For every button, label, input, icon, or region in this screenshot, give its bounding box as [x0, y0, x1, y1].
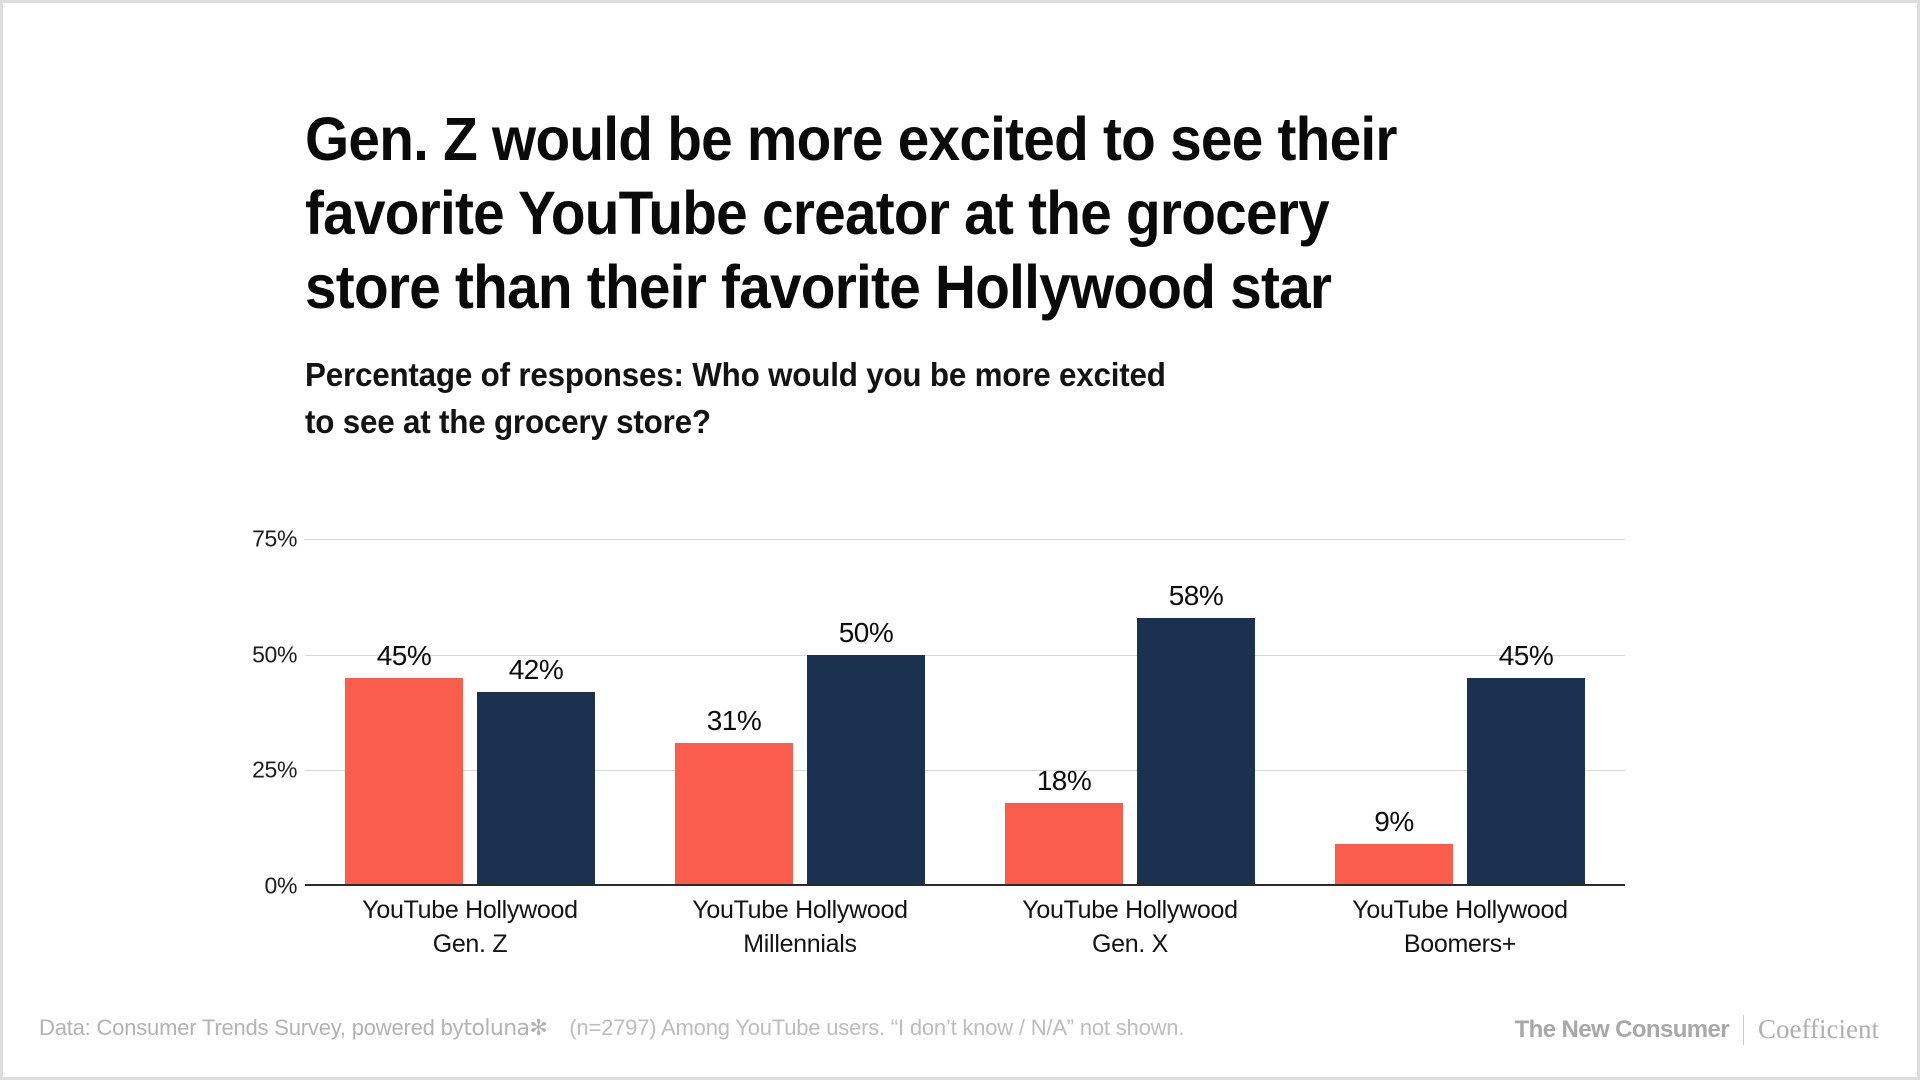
bar[interactable] [1467, 677, 1585, 886]
bar[interactable] [807, 654, 925, 886]
bar-value-label: 42% [508, 653, 564, 685]
bar-value-label: 45% [376, 639, 432, 671]
gridline [305, 539, 1625, 540]
bar[interactable] [345, 677, 463, 886]
bar-value-label: 58% [1168, 579, 1224, 611]
bar-group: 9% 45% [1295, 539, 1625, 886]
x-axis-group-label: YouTube Hollywood Gen. Z [362, 896, 578, 958]
footer-branding: The New Consumer Coefficient [1515, 1014, 1879, 1045]
page-title: Gen. Z would be more excited to see thei… [305, 105, 1397, 321]
gridline [305, 654, 1625, 656]
bar-value-label: 18% [1036, 764, 1092, 796]
bar-group: 18% 58% [965, 539, 1295, 886]
brand-divider [1743, 1014, 1745, 1045]
chart-subtitle: Percentage of responses: Who would you b… [305, 356, 1166, 441]
chart-footer: Data: Consumer Trends Survey, powered by… [3, 1014, 1917, 1049]
x-axis-group-label: YouTube Hollywood Millennials [692, 896, 908, 958]
source-text: Data: Consumer Trends Survey, powered by [39, 1015, 464, 1040]
bar[interactable] [1137, 617, 1255, 886]
bar[interactable] [1335, 844, 1453, 886]
bar-value-label: 50% [838, 616, 894, 648]
bar-column[interactable]: 45% [345, 539, 463, 886]
bar-column[interactable]: 45% [1467, 539, 1585, 886]
bar-column[interactable]: 58% [1137, 539, 1255, 886]
bar-column[interactable]: 42% [477, 539, 595, 886]
brand-coefficient: Coefficient [1758, 1014, 1879, 1044]
plot-area: 75% 50% 25% 0% 45% 42% 31% 50% 18% 58% 9% 45% [252, 526, 1625, 899]
bar-group: 45% 42% [305, 539, 635, 886]
x-axis-group-label: YouTube Hollywood Gen. X [1022, 896, 1238, 958]
bar-group: 31% 50% [635, 539, 965, 886]
bar-value-label: 31% [706, 704, 762, 736]
bar-column[interactable]: 50% [807, 539, 925, 886]
toluna-logo: toluna✻ [463, 1016, 548, 1041]
bar-column[interactable]: 9% [1335, 539, 1453, 886]
gridline [305, 770, 1625, 772]
x-axis-group-label: YouTube Hollywood Boomers+ [1352, 896, 1568, 958]
y-axis-tick-label: 0% [264, 872, 298, 899]
bar[interactable] [477, 691, 595, 886]
y-axis-tick-label: 25% [252, 756, 297, 783]
x-axis-labels: YouTube Hollywood Gen. Z YouTube Hollywoo… [305, 893, 1625, 961]
footer-source: Data: Consumer Trends Survey, powered by… [39, 1015, 1184, 1041]
bar-value-label: 9% [1374, 806, 1414, 838]
bar-value-label: 45% [1498, 639, 1554, 671]
bar[interactable] [1005, 802, 1123, 886]
x-axis-line [305, 884, 1625, 886]
chart-header: Gen. Z would be more excited to see thei… [305, 103, 1705, 446]
bar-column[interactable]: 18% [1005, 539, 1123, 886]
footnote-text: (n=2797) Among YouTube users. “I don’t k… [569, 1015, 1185, 1040]
brand-the-new-consumer: The New Consumer [1514, 1015, 1730, 1043]
bar[interactable] [675, 742, 793, 886]
bars-layer: 45% 42% 31% 50% 18% 58% 9% 45% [305, 539, 1625, 886]
y-axis-tick-label: 50% [252, 641, 297, 668]
y-axis: 75% 50% 25% 0% [219, 526, 297, 899]
y-axis-tick-label: 75% [252, 525, 297, 552]
bar-column[interactable]: 31% [675, 539, 793, 886]
